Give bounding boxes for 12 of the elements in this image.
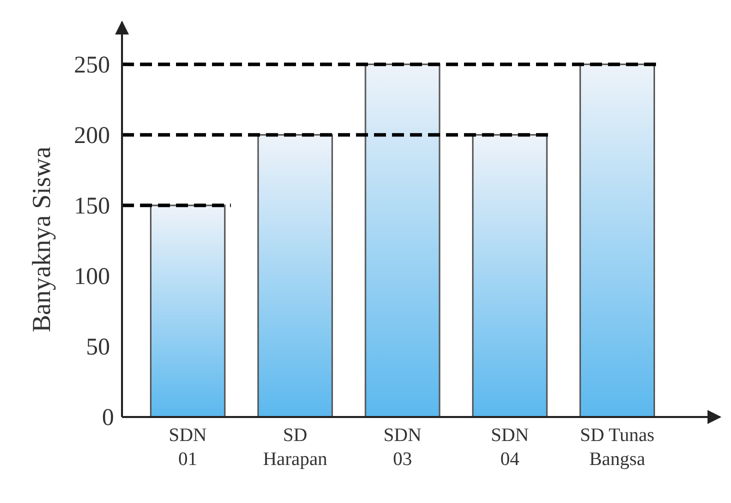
y-tick-label: 50 <box>86 334 110 360</box>
x-tick-label: SDN 03 <box>383 425 422 470</box>
y-tick-label: 200 <box>74 122 110 149</box>
x-tick-label: SDN 04 <box>490 425 530 470</box>
y-tick-label: 100 <box>74 264 110 290</box>
y-axis-title: Banyaknya Siswa <box>27 146 56 332</box>
y-tick-label: 0 <box>102 405 114 431</box>
x-tick-label: SD Harapan <box>262 425 328 470</box>
y-tick-label: 250 <box>74 52 110 78</box>
y-tick-label: 150 <box>74 193 110 220</box>
x-tick-label: SD Tunas Bangsa <box>580 425 654 470</box>
x-tick-label: SDN 01 <box>168 425 208 470</box>
